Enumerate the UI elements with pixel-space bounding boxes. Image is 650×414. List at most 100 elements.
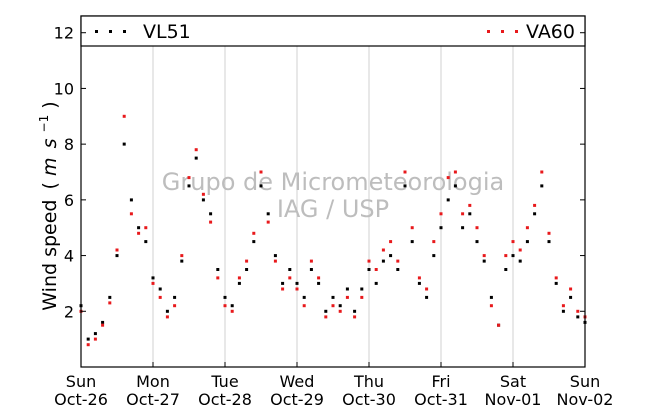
point-vl51-21 xyxy=(230,304,234,308)
x-tick-label-day-0: Sun xyxy=(66,372,96,391)
point-vl51-27 xyxy=(273,254,277,258)
point-vl51-34 xyxy=(324,309,328,313)
point-vl51-38 xyxy=(353,309,357,313)
legend-entry-vl51: VL51 xyxy=(95,21,191,43)
point-vl51-44 xyxy=(396,268,400,271)
point-vl51-25 xyxy=(259,184,263,188)
point-vl51-42 xyxy=(381,259,385,263)
point-va60-20 xyxy=(223,304,227,308)
point-va60-3 xyxy=(101,323,105,327)
legend-marker-vl51-1 xyxy=(109,30,112,33)
y-tick-label-5: 12 xyxy=(54,24,74,43)
y-tick-label-2: 6 xyxy=(64,191,74,210)
point-vl51-32 xyxy=(309,268,313,271)
point-vl51-59 xyxy=(504,268,508,271)
legend-box xyxy=(80,15,586,47)
point-va60-65 xyxy=(547,231,551,235)
point-va60-8 xyxy=(137,231,141,235)
x-tick-label-date-7: Nov-02 xyxy=(557,390,614,409)
point-vl51-5 xyxy=(115,254,119,258)
point-vl51-28 xyxy=(281,281,285,285)
point-vl51-66 xyxy=(554,281,558,285)
point-vl51-7 xyxy=(129,198,133,202)
point-vl51-61 xyxy=(518,259,522,263)
point-vl51-68 xyxy=(569,295,573,299)
point-va60-13 xyxy=(173,304,177,308)
x-tick-label-day-2: Tue xyxy=(210,372,238,391)
point-vl51-15 xyxy=(187,184,191,188)
point-va60-11 xyxy=(158,295,162,299)
point-va60-54 xyxy=(468,203,472,207)
point-va60-39 xyxy=(360,295,364,299)
point-va60-63 xyxy=(533,203,537,207)
point-vl51-30 xyxy=(295,281,299,285)
point-va60-38 xyxy=(353,315,357,319)
point-vl51-2 xyxy=(93,332,97,336)
point-va60-6 xyxy=(122,114,126,118)
y-axis-label-unit-s: s xyxy=(39,138,61,148)
point-vl51-51 xyxy=(446,198,450,202)
watermark-line-2: IAG / USP xyxy=(277,195,389,223)
point-va60-52 xyxy=(453,170,457,174)
point-va60-1 xyxy=(86,343,90,347)
point-vl51-46 xyxy=(410,240,414,244)
point-vl51-23 xyxy=(245,268,249,271)
point-vl51-4 xyxy=(108,295,112,299)
point-va60-45 xyxy=(403,170,407,174)
point-va60-69 xyxy=(576,309,580,313)
y-tick-label-0: 2 xyxy=(64,302,74,321)
point-vl51-3 xyxy=(101,320,105,324)
point-va60-64 xyxy=(540,170,544,174)
x-tick-label-day-1: Mon xyxy=(136,372,170,391)
x-tick-label-date-4: Oct-30 xyxy=(342,390,396,409)
point-va60-26 xyxy=(266,220,270,224)
point-vl51-40 xyxy=(367,268,371,271)
point-vl51-57 xyxy=(489,295,493,299)
point-vl51-20 xyxy=(223,295,227,299)
point-va60-41 xyxy=(374,268,378,271)
point-va60-32 xyxy=(309,259,313,263)
point-va60-34 xyxy=(324,315,328,319)
point-vl51-17 xyxy=(201,198,205,202)
point-vl51-33 xyxy=(317,281,321,285)
point-va60-49 xyxy=(432,240,436,244)
point-vl51-1 xyxy=(86,337,90,341)
point-vl51-10 xyxy=(151,276,155,280)
point-vl51-9 xyxy=(144,240,148,244)
point-va60-40 xyxy=(367,259,371,263)
point-vl51-13 xyxy=(173,295,177,299)
point-va60-19 xyxy=(216,276,220,280)
point-vl51-50 xyxy=(439,226,443,230)
point-vl51-54 xyxy=(468,212,472,216)
point-vl51-47 xyxy=(417,281,421,285)
point-va60-27 xyxy=(273,259,277,263)
point-va60-17 xyxy=(201,192,205,196)
point-va60-31 xyxy=(302,304,306,308)
point-va60-18 xyxy=(209,220,213,224)
legend: VL51 VA60 xyxy=(80,15,586,47)
point-va60-12 xyxy=(165,315,169,319)
point-vl51-48 xyxy=(425,295,429,299)
point-vl51-55 xyxy=(475,240,479,244)
y-axis-label-unit-m: m xyxy=(39,157,61,176)
point-vl51-18 xyxy=(209,212,213,216)
point-vl51-45 xyxy=(403,184,407,188)
point-va60-21 xyxy=(230,309,234,313)
point-vl51-64 xyxy=(540,184,544,188)
point-va60-5 xyxy=(115,248,119,252)
point-vl51-63 xyxy=(533,212,537,216)
point-vl51-35 xyxy=(331,295,335,299)
legend-marker-va60-0 xyxy=(487,30,490,33)
point-vl51-12 xyxy=(165,309,169,313)
point-va60-51 xyxy=(446,176,450,180)
x-tick-label-date-2: Oct-28 xyxy=(198,390,252,409)
point-va60-22 xyxy=(237,276,241,280)
legend-entry-va60: VA60 xyxy=(487,21,575,43)
point-va60-47 xyxy=(417,276,421,280)
point-va60-62 xyxy=(525,226,529,230)
watermark-line-1: Grupo de Micrometeorologia xyxy=(162,168,504,196)
point-vl51-8 xyxy=(137,226,141,230)
point-va60-30 xyxy=(295,287,299,291)
y-axis-label-open: ( xyxy=(39,182,61,189)
